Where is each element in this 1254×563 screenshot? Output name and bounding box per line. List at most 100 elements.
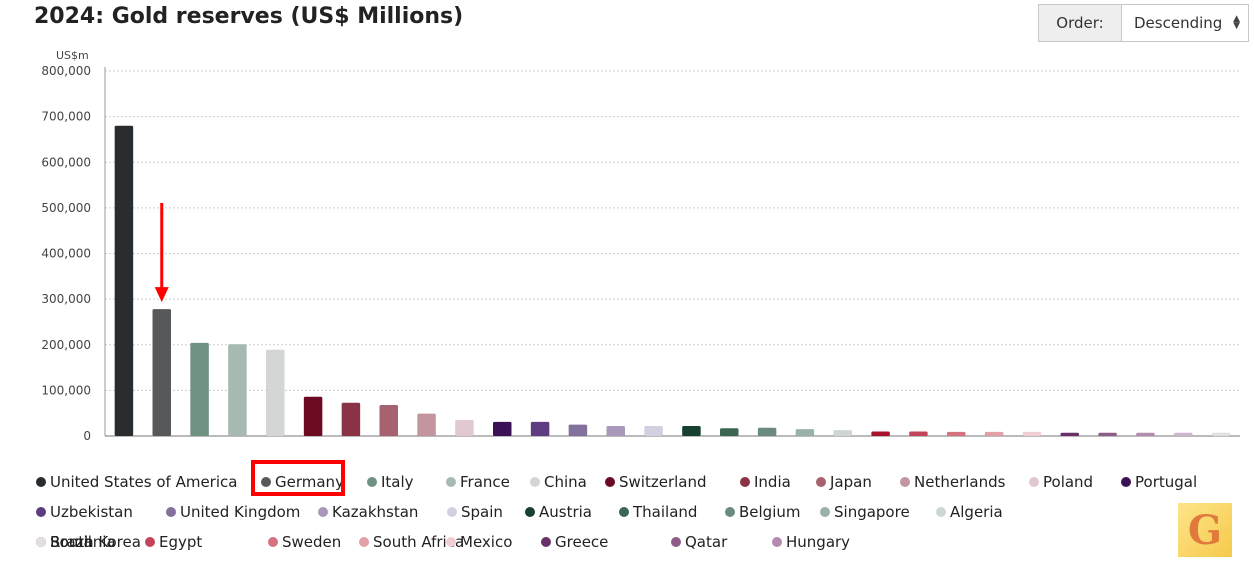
- legend-item[interactable]: South Africa: [359, 530, 464, 554]
- legend-dot-icon: [145, 537, 155, 547]
- bar-poland: [455, 420, 474, 436]
- legend-dot-icon: [816, 477, 826, 487]
- legend-item[interactable]: Thailand: [619, 500, 697, 524]
- order-select[interactable]: Descending ▲ ▼: [1122, 5, 1248, 41]
- legend-label: China: [544, 473, 587, 491]
- bar-egypt: [909, 431, 928, 436]
- legend-label: Italy: [381, 473, 414, 491]
- y-axis-unit: US$m: [56, 49, 89, 62]
- legend-dot-icon: [525, 507, 535, 517]
- legend-dot-icon: [36, 507, 46, 517]
- legend-dot-icon: [1029, 477, 1039, 487]
- legend-item[interactable]: Mexico: [446, 530, 512, 554]
- legend-item[interactable]: Belgium: [725, 500, 801, 524]
- legend-dot-icon: [936, 507, 946, 517]
- bar-india: [341, 402, 361, 436]
- legend-item[interactable]: Algeria: [936, 500, 1003, 524]
- legend-dot-icon: [446, 537, 456, 547]
- legend-item[interactable]: Singapore: [820, 500, 910, 524]
- legend-label: Qatar: [685, 533, 728, 551]
- legend-item[interactable]: Hungary: [772, 530, 850, 554]
- y-tick-label: 500,000: [41, 201, 91, 215]
- bar-netherlands: [417, 413, 436, 436]
- legend-item[interactable]: Spain: [447, 500, 503, 524]
- legend-dot-icon: [166, 507, 176, 517]
- legend-dot-icon: [36, 477, 46, 487]
- legend-label: Uzbekistan: [50, 503, 133, 521]
- legend-label: Sweden: [282, 533, 342, 551]
- legend-item[interactable]: Egypt: [145, 530, 202, 554]
- bar-thailand: [720, 428, 739, 436]
- legend-label: Egypt: [159, 533, 203, 551]
- legend-label: Brazil: [50, 533, 92, 551]
- bar-germany: [152, 309, 171, 436]
- bar-france: [228, 344, 247, 436]
- bar-qatar: [1098, 432, 1117, 436]
- legend-item[interactable]: Netherlands: [900, 470, 1005, 494]
- legend-label: Austria: [539, 503, 592, 521]
- legend-label: Mexico: [460, 533, 513, 551]
- legend-item[interactable]: France: [446, 470, 510, 494]
- bar-spain: [644, 425, 663, 436]
- legend-dot-icon: [900, 477, 910, 487]
- legend-item[interactable]: United States of America: [36, 470, 237, 494]
- legend-label: France: [460, 473, 510, 491]
- legend-label: Portugal: [1135, 473, 1198, 491]
- legend-dot-icon: [447, 507, 457, 517]
- bar-sweden: [947, 431, 966, 436]
- bar-mexico: [1022, 431, 1042, 436]
- bar-united-states-of-america: [114, 125, 134, 436]
- legend-item[interactable]: Romania: [36, 530, 116, 554]
- germany-highlight-box: [251, 460, 345, 496]
- legend-label: Kazakhstan: [332, 503, 419, 521]
- legend-label: Germany: [275, 473, 344, 491]
- y-tick-label: 200,000: [41, 338, 91, 352]
- bar-hungary: [1136, 432, 1155, 436]
- order-control: Order: Descending ▲ ▼: [1038, 4, 1249, 42]
- legend-item[interactable]: Greece: [541, 530, 608, 554]
- legend-label: Spain: [461, 503, 503, 521]
- bar-austria: [682, 425, 701, 436]
- bar-greece: [1060, 432, 1079, 436]
- legend-row: Brazil Egypt Sweden South Africa Mexico Greec…: [36, 530, 1186, 560]
- legend-dot-icon: [530, 477, 540, 487]
- legend-item[interactable]: Portugal: [1121, 470, 1197, 494]
- bar-chart: 0 100,000 200,000 300,000 400,000 500,000 600,…: [41, 64, 1240, 443]
- legend-item[interactable]: Austria: [525, 500, 592, 524]
- legend-label: Greece: [555, 533, 609, 551]
- bar-romania: [1211, 432, 1231, 436]
- legend-dot-icon: [605, 477, 615, 487]
- legend-item[interactable]: United Kingdom: [166, 500, 300, 524]
- legend-dot-icon: [541, 537, 551, 547]
- legend-row: Uzbekistan United Kingdom Kazakhstan Spain A…: [36, 500, 1186, 530]
- legend-item[interactable]: Kazakhstan: [318, 500, 418, 524]
- legend-label: Algeria: [950, 503, 1003, 521]
- legend-label: South Africa: [373, 533, 465, 551]
- y-tick-label: 100,000: [41, 383, 91, 397]
- legend-dot-icon: [261, 477, 271, 487]
- bar-singapore: [795, 429, 815, 436]
- bar-switzerland: [303, 396, 323, 436]
- legend-label: United Kingdom: [180, 503, 301, 521]
- legend-item[interactable]: Switzerland: [605, 470, 707, 494]
- bar-kazakhstan: [606, 425, 625, 436]
- annotation-arrow-head: [154, 287, 169, 303]
- legend-item[interactable]: Poland: [1029, 470, 1093, 494]
- bar-uzbekistan: [530, 421, 550, 436]
- legend-label: South Korea: [50, 533, 141, 551]
- legend-item[interactable]: China: [530, 470, 587, 494]
- legend-label: Singapore: [834, 503, 910, 521]
- legend-item[interactable]: Qatar: [671, 530, 727, 554]
- legend-item[interactable]: Uzbekistan: [36, 500, 133, 524]
- legend-item[interactable]: Japan: [816, 470, 872, 494]
- legend-dot-icon: [36, 537, 46, 547]
- legend-row: United States of America Germany Italy Fran…: [36, 470, 1197, 500]
- legend-dot-icon: [367, 477, 377, 487]
- chart-legend: United States of America Germany Italy Fran…: [36, 470, 1197, 560]
- legend-label: Poland: [1043, 473, 1094, 491]
- legend-dot-icon: [772, 537, 782, 547]
- legend-item[interactable]: Sweden: [268, 530, 341, 554]
- legend-item[interactable]: India: [740, 470, 791, 494]
- legend-item[interactable]: Germany: [261, 470, 344, 494]
- legend-item[interactable]: Italy: [367, 470, 414, 494]
